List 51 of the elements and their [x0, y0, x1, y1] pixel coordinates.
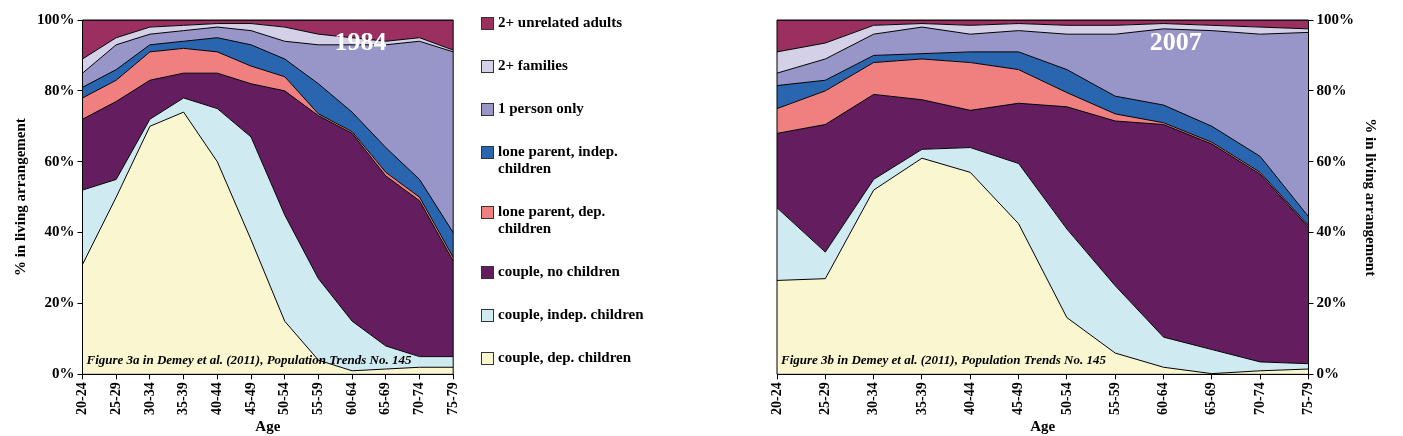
x-tick-label: 75-79	[1300, 382, 1316, 416]
x-tick-label: 35-39	[913, 382, 929, 416]
x-tick-label: 65-69	[377, 382, 393, 416]
y-tick-label: 60%	[44, 152, 75, 169]
x-tick-label: 60-64	[343, 382, 359, 416]
legend-label: couple, no children	[498, 263, 620, 280]
x-tick-label: 65-69	[1203, 382, 1219, 416]
y-tick-label: 80%	[44, 81, 75, 98]
x-tick-label: 55-59	[310, 382, 326, 416]
annotation: Figure 3b in Demey et al. (2011), Population Trends No. 145	[780, 352, 1107, 368]
x-tick-label: 25-29	[816, 382, 832, 416]
y-tick-label: 20%	[1316, 294, 1347, 311]
x-tick-label: 70-74	[1251, 382, 1267, 416]
x-tick-label: 20-24	[74, 382, 90, 416]
x-tick-label: 75-79	[444, 382, 460, 416]
legend-label: lone parent, dep. children	[498, 203, 607, 237]
legend-label: 2+ unrelated adults	[498, 14, 623, 31]
x-axis-title: Age	[1030, 417, 1056, 434]
x-tick-label: 45-49	[1010, 382, 1026, 416]
x-tick-label: 40-44	[208, 382, 224, 416]
y-axis-title: % in living arrangement	[11, 118, 28, 277]
x-tick-label: 40-44	[961, 382, 977, 416]
x-tick-label: 45-49	[242, 382, 258, 416]
x-tick-label: 20-24	[768, 382, 784, 416]
annotation: 2007	[1149, 26, 1202, 56]
y-tick-label: 0%	[1316, 365, 1339, 382]
x-tick-label: 60-64	[1155, 382, 1171, 416]
x-tick-label: 25-29	[107, 382, 123, 416]
y-axis-title: % in living arrangement	[1363, 118, 1380, 277]
legend-label: 2+ families	[498, 57, 568, 74]
y-tick-label: 100%	[37, 10, 75, 27]
y-tick-label: 40%	[1316, 223, 1347, 240]
x-tick-label: 50-54	[1058, 382, 1074, 416]
y-tick-label: 100%	[1316, 10, 1354, 27]
y-tick-label: 20%	[44, 294, 75, 311]
annotation: Figure 3a in Demey et al. (2011), Population Trends No. 145	[85, 352, 412, 368]
y-tick-label: 60%	[1316, 152, 1347, 169]
text: couple, dep. children	[498, 349, 632, 366]
y-tick-label: 40%	[44, 223, 75, 240]
legend-label: lone parent, indep. children	[498, 143, 619, 177]
x-tick-label: 50-54	[276, 382, 292, 416]
x-tick-label: 35-39	[175, 382, 191, 416]
y-tick-label: 80%	[1316, 81, 1347, 98]
x-tick-label: 30-34	[865, 382, 881, 416]
x-axis-title: Age	[255, 417, 281, 434]
x-tick-label: 30-34	[141, 382, 157, 416]
legend-label: couple, indep. children	[498, 306, 644, 323]
x-tick-label: 55-59	[1106, 382, 1122, 416]
legend-label: 1 person only	[498, 100, 584, 117]
y-tick-label: 0%	[52, 365, 75, 382]
x-tick-label: 70-74	[411, 382, 427, 416]
